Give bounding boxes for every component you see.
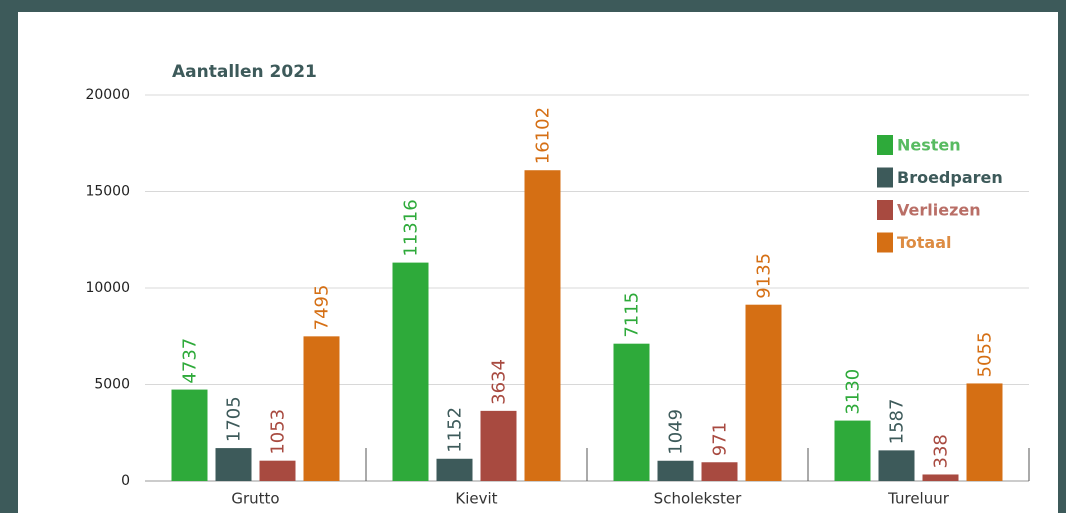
y-tick-label: 0	[121, 473, 130, 489]
x-tick-label: Grutto	[231, 490, 279, 508]
bar	[524, 170, 561, 482]
x-tick-label: Tureluur	[887, 490, 950, 508]
data-label: 971	[710, 422, 731, 456]
data-label: 7115	[622, 292, 643, 338]
y-tick-label: 5000	[94, 377, 130, 393]
chart-title: Aantallen 2021	[172, 62, 317, 82]
bar	[303, 336, 340, 481]
data-label: 3130	[843, 369, 864, 415]
legend-label: Nesten	[897, 136, 961, 155]
bar	[657, 460, 694, 481]
data-label: 5055	[975, 332, 996, 378]
x-tick-label: Scholekster	[654, 490, 742, 508]
bar	[966, 383, 1003, 481]
bar	[834, 420, 871, 481]
legend-swatch	[877, 232, 893, 253]
bar	[878, 450, 915, 481]
legend-label: Broedparen	[897, 168, 1003, 187]
bar	[613, 343, 650, 481]
legend-swatch	[877, 200, 893, 220]
legend-swatch	[877, 167, 893, 188]
legend-swatch	[877, 135, 893, 155]
y-tick-label: 10000	[85, 280, 130, 296]
bar	[480, 410, 517, 481]
data-label: 16102	[533, 107, 554, 164]
bar	[922, 474, 959, 481]
y-tick-label: 15000	[85, 184, 130, 200]
data-label: 4737	[180, 338, 201, 384]
data-label: 1587	[887, 399, 908, 445]
data-label: 1152	[445, 407, 466, 453]
data-label: 338	[931, 434, 952, 468]
data-label: 3634	[489, 359, 510, 405]
bar	[436, 458, 473, 481]
data-label: 9135	[754, 253, 775, 299]
data-label: 1053	[268, 409, 289, 455]
data-label: 7495	[312, 285, 333, 331]
bar	[701, 462, 738, 481]
legend-label: Verliezen	[897, 201, 981, 220]
bar	[215, 448, 252, 481]
x-tick-label: Kievit	[455, 490, 497, 508]
data-label: 11316	[401, 199, 422, 256]
legend-label: Totaal	[897, 233, 952, 252]
bar	[171, 389, 208, 481]
y-tick-label: 20000	[85, 87, 130, 103]
data-label: 1049	[666, 409, 687, 455]
bar	[745, 304, 782, 481]
data-label: 1705	[224, 396, 245, 442]
bar	[259, 460, 296, 481]
bar	[392, 262, 429, 481]
